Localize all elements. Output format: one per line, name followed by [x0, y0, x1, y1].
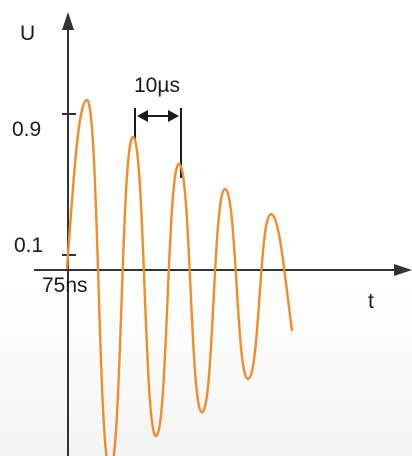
period-arrow-left-icon	[137, 110, 148, 122]
x-axis-label: t	[368, 290, 374, 313]
x-axis-arrow-icon	[394, 264, 412, 276]
level-low-label: 0.1	[14, 234, 43, 257]
rise-time-label: 75ns	[42, 274, 88, 297]
damped-oscillation-waveform	[65, 98, 294, 456]
period-arrow-right-icon	[168, 110, 179, 122]
y-axis-label: U	[20, 22, 35, 45]
period-label: 10µs	[134, 74, 180, 97]
y-axis-arrow-icon	[62, 12, 74, 30]
level-high-label: 0.9	[12, 118, 41, 141]
